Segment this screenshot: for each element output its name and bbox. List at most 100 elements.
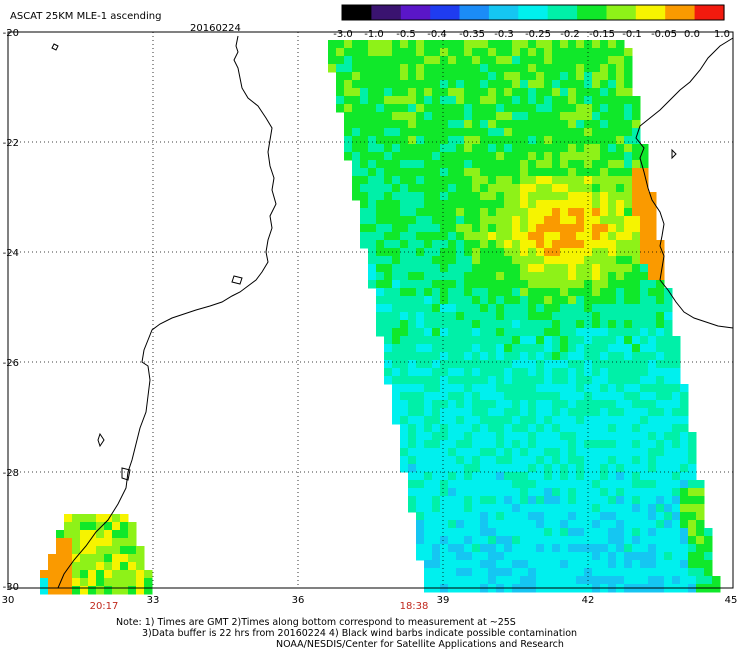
swath-cell [568,392,577,401]
swath-cell [520,168,529,177]
swath-cell [688,472,697,481]
swath-cell [632,512,641,521]
swath-cell [560,224,569,233]
swath-cell [672,336,681,345]
swath-cell [568,48,577,57]
swath-cell [120,570,129,579]
swath-cell [544,448,553,457]
swath-cell [688,560,697,569]
swath-cell [440,72,449,81]
swath-cell [608,400,617,409]
swath-cell [440,560,449,569]
swath-cell [616,448,625,457]
swath-cell [600,152,609,161]
swath-cell [456,296,465,305]
swath-cell [624,552,633,561]
swath-cell [424,320,433,329]
swath-cell [520,488,529,497]
swath-cell [624,216,633,225]
swath-cell [616,96,625,105]
swath-cell [496,160,505,169]
swath-cell [96,562,105,571]
swath-cell [432,200,441,209]
swath-cell [552,200,561,209]
swath-cell [560,264,569,273]
swath-cell [488,384,497,393]
swath-cell [552,320,561,329]
swath-cell [664,504,673,513]
swath-cell [472,440,481,449]
swath-cell [472,416,481,425]
swath-cell [648,288,657,297]
swath-cell [424,304,433,313]
swath-cell [592,552,601,561]
swath-cell [496,560,505,569]
swath-cell [480,184,489,193]
swath-cell [600,528,609,537]
swath-cell [624,464,633,473]
colorbar-label-0: -3.0 [333,29,353,40]
swath-cell [544,144,553,153]
swath-cell [592,136,601,145]
swath-cell [592,200,601,209]
swath-cell [512,200,521,209]
swath-cell [368,264,377,273]
swath-cell [432,480,441,489]
swath-cell [432,504,441,513]
swath-cell [648,448,657,457]
swath-cell [432,144,441,153]
swath-cell [560,440,569,449]
swath-cell [696,576,705,585]
swath-cell [504,344,513,353]
swath-cell [616,232,625,241]
swath-cell [408,344,417,353]
swath-cell [520,40,529,49]
swath-cell [504,544,513,553]
swath-cell [576,488,585,497]
swath-cell [456,408,465,417]
swath-cell [648,488,657,497]
swath-cell [640,464,649,473]
swath-cell [536,288,545,297]
swath-cell [568,136,577,145]
swath-cell [552,304,561,313]
swath-cell [664,488,673,497]
swath-cell [448,312,457,321]
swath-cell [488,536,497,545]
swath-cell [40,578,49,587]
swath-cell [600,448,609,457]
swath-cell [512,520,521,529]
swath-cell [512,496,521,505]
swath-cell [608,64,617,73]
colorbar-label-4: -0.35 [459,29,485,40]
swath-cell [512,336,521,345]
swath-cell [664,520,673,529]
swath-cell [400,432,409,441]
swath-cell [496,368,505,377]
swath-cell [544,80,553,89]
swath-cell [632,416,641,425]
swath-cell [496,400,505,409]
swath-cell [560,352,569,361]
swath-cell [480,88,489,97]
swath-cell [488,352,497,361]
swath-cell [416,264,425,273]
swath-cell [608,184,617,193]
swath-cell [576,344,585,353]
swath-cell [616,496,625,505]
swath-cell [640,272,649,281]
swath-cell [616,472,625,481]
swath-cell [472,88,481,97]
swath-cell [544,464,553,473]
swath-cell [408,448,417,457]
swath-cell [616,560,625,569]
swath-cell [616,104,625,113]
swath-cell [384,376,393,385]
swath-cell [648,464,657,473]
swath-cell [464,344,473,353]
swath-cell [392,216,401,225]
swath-cell [408,424,417,433]
swath-cell [464,56,473,65]
swath-cell [376,256,385,265]
swath-cell [384,64,393,73]
